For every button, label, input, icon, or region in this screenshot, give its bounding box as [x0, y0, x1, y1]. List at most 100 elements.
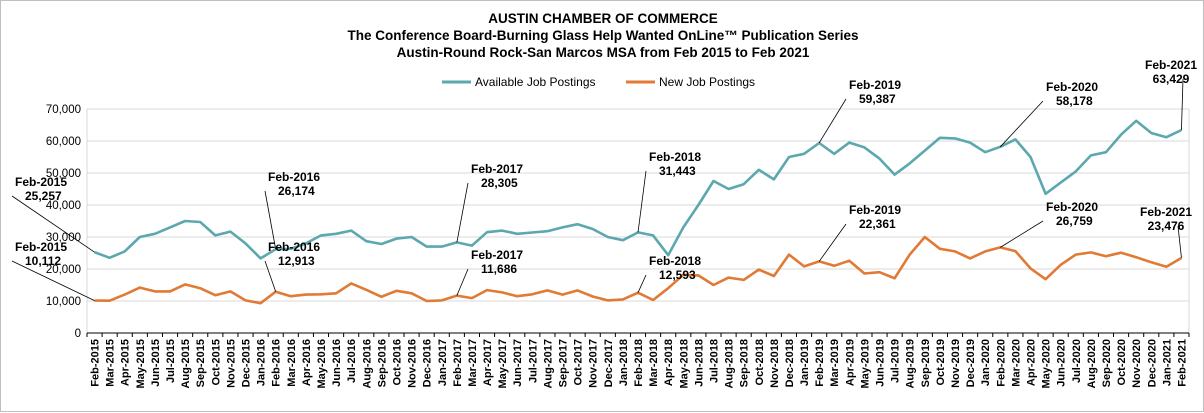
x-axis: Feb-2015 Mar-2015 Apr-2015 May-2015 Jun-2015… — [86, 332, 1190, 389]
callout-date: Feb-2021 — [1140, 205, 1192, 219]
x-tick-label: Apr-2019 — [844, 339, 856, 386]
x-tick-label: Jan-2019 — [799, 339, 811, 386]
x-tick-label: May-2015 — [135, 339, 147, 389]
x-tick-label: Dec-2018 — [784, 339, 796, 387]
x-tick-label: Mar-2015 — [105, 339, 117, 387]
x-tick-label: Mar-2020 — [1010, 339, 1022, 387]
x-tick-label: Jun-2017 — [512, 339, 524, 387]
x-tick-label: Dec-2020 — [1146, 339, 1158, 387]
callout-leader — [264, 260, 277, 292]
callout-date: Feb-2021 — [1145, 58, 1197, 72]
x-tick-label: Mar-2018 — [648, 339, 660, 387]
x-tick-label: Jun-2020 — [1056, 339, 1068, 387]
x-tick-label: Jan-2018 — [618, 339, 630, 386]
data-callouts: Feb-201525,257Feb-201626,174Feb-201728,3… — [11, 58, 1197, 302]
x-tick-label: Jul-2018 — [708, 339, 720, 383]
title-line-1: AUSTIN CHAMBER OF COMMERCE — [488, 11, 718, 26]
x-tick-label: Feb-2015 — [90, 339, 102, 387]
y-axis: 0 10,000 20,000 30,000 40,000 50,000 60,000 70,… — [46, 104, 81, 340]
callout-date: Feb-2020 — [1046, 200, 1098, 214]
x-tick-label: Jun-2015 — [150, 339, 162, 387]
x-tick-label: Mar-2017 — [467, 339, 479, 387]
y-tick-label: 60,000 — [46, 136, 81, 148]
x-tick-label: Jan-2016 — [256, 339, 268, 386]
x-tick-label: Jul-2015 — [165, 339, 177, 383]
callout-date: Feb-2016 — [268, 240, 320, 254]
x-tick-label: Nov-2016 — [407, 339, 419, 388]
x-tick-label: Oct-2016 — [391, 339, 403, 385]
x-tick-label: Nov-2019 — [950, 339, 962, 388]
legend: Available Job Postings New Job Postings — [442, 75, 755, 89]
x-tick-label: Sep-2017 — [558, 339, 570, 387]
x-tick-label: Aug-2016 — [361, 339, 373, 389]
callout-value: 59,387 — [859, 92, 896, 106]
x-tick-label: May-2019 — [859, 339, 871, 389]
x-tick-label: Jan-2020 — [980, 339, 992, 386]
callout-leader — [11, 195, 95, 253]
x-tick-label: Dec-2015 — [241, 339, 253, 387]
x-tick-label: Sep-2018 — [739, 339, 751, 387]
callout-value: 25,257 — [25, 189, 62, 203]
y-tick-label: 10,000 — [46, 296, 81, 308]
y-tick-label: 20,000 — [46, 264, 81, 276]
callout-value: 31,443 — [659, 164, 696, 178]
x-tick-label: Mar-2019 — [829, 339, 841, 387]
plot-area — [86, 108, 1190, 334]
legend-label-new: New Job Postings — [659, 75, 755, 89]
chart-title: AUSTIN CHAMBER OF COMMERCE The Conferenc… — [347, 11, 858, 60]
x-tick-label: Apr-2020 — [1025, 339, 1037, 386]
callout-date: Feb-2015 — [15, 175, 67, 189]
callout-date: Feb-2015 — [15, 240, 67, 254]
x-tick-label: Jul-2020 — [1071, 339, 1083, 383]
callout-date: Feb-2016 — [268, 170, 320, 184]
callout-date: Feb-2018 — [649, 150, 701, 164]
x-tick-label: Jun-2019 — [875, 339, 887, 387]
x-tick-label: Sep-2015 — [195, 339, 207, 387]
x-tick-label: Oct-2017 — [573, 339, 585, 385]
x-tick-label: Feb-2019 — [814, 339, 826, 387]
callout-date: Feb-2017 — [471, 162, 523, 176]
x-tick-label: Jul-2017 — [527, 339, 539, 383]
x-tick-label: Jun-2016 — [331, 339, 343, 387]
x-tick-label: Oct-2019 — [935, 339, 947, 385]
callout-date: Feb-2019 — [849, 78, 901, 92]
x-tick-label: Nov-2015 — [225, 339, 237, 388]
y-tick-label: 0 — [75, 328, 81, 340]
x-tick-label: Feb-2018 — [633, 339, 645, 387]
callout-value: 63,429 — [1153, 72, 1190, 86]
x-tick-label: Nov-2017 — [588, 339, 600, 388]
x-tick-label: Aug-2020 — [1086, 339, 1098, 389]
x-tick-label: Apr-2018 — [663, 339, 675, 386]
callout-value: 26,759 — [1056, 214, 1093, 228]
callout-value: 23,476 — [1148, 219, 1185, 233]
callout-leader — [637, 274, 647, 293]
series-line-new — [94, 235, 1183, 305]
x-tick-label: Jul-2016 — [346, 339, 358, 383]
x-tick-label: Sep-2016 — [376, 339, 388, 387]
x-tick-label: Feb-2020 — [995, 339, 1007, 387]
callout-date: Feb-2018 — [649, 254, 701, 268]
x-tick-label: Oct-2020 — [1116, 339, 1128, 385]
callout-leader — [818, 98, 847, 144]
x-tick-label: May-2017 — [497, 339, 509, 389]
x-tick-label: Jul-2019 — [890, 339, 902, 383]
series-lines — [94, 119, 1183, 305]
x-tick-label: Oct-2018 — [754, 339, 766, 385]
callout-value: 26,174 — [278, 184, 315, 198]
callout-leader — [1181, 78, 1184, 131]
callout-leader — [264, 190, 277, 250]
x-tick-label: Aug-2017 — [542, 339, 554, 389]
x-tick-label: May-2020 — [1041, 339, 1053, 389]
x-tick-label: Nov-2020 — [1131, 339, 1143, 388]
y-tick-label: 50,000 — [46, 168, 81, 180]
legend-label-available: Available Job Postings — [475, 75, 596, 89]
x-tick-label: Aug-2019 — [905, 339, 917, 389]
x-tick-label: Mar-2016 — [286, 339, 298, 387]
x-tick-label: Dec-2017 — [603, 339, 615, 387]
title-line-2: The Conference Board-Burning Glass Help … — [347, 28, 858, 43]
x-tick-label: May-2018 — [678, 339, 690, 389]
callout-value: 28,305 — [481, 176, 518, 190]
callout-value: 11,686 — [481, 262, 517, 276]
